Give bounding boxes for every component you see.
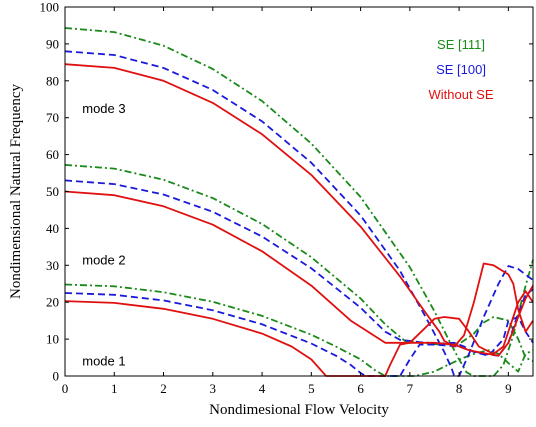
- x-tick-label: 2: [160, 381, 167, 396]
- y-axis-title: Nondimensional Natural Frequency: [8, 84, 24, 299]
- annotation-mode-3: mode 3: [82, 101, 125, 116]
- series-line-3-curve-2: [64, 190, 534, 355]
- series-line-2-curve-2: [64, 179, 534, 357]
- legend-entry: SE [100]: [436, 62, 486, 77]
- y-tick-label: 0: [53, 369, 60, 384]
- legend-entry: Without SE: [428, 87, 493, 102]
- x-tick-label: 4: [259, 381, 266, 396]
- y-tick-label: 60: [46, 147, 59, 162]
- series-line-3-curve-3: [64, 63, 534, 348]
- legend: SE [111] SE [100] Without SE: [428, 37, 493, 102]
- mode-annotations: mode 3 mode 2 mode 1: [82, 101, 125, 369]
- x-tick-label: 3: [210, 381, 217, 396]
- y-tick-label: 10: [46, 332, 59, 347]
- x-tick-label: 6: [357, 381, 364, 396]
- x-tick-label: 0: [62, 381, 69, 396]
- plot-lines: [64, 27, 534, 377]
- annotation-mode-1: mode 1: [82, 354, 125, 369]
- y-tick-labels: 0 10 20 30 40 50 60 70 80 90 100: [40, 0, 60, 384]
- x-tick-label: 9: [505, 381, 512, 396]
- x-tick-label: 5: [308, 381, 315, 396]
- y-tick-label: 100: [40, 0, 60, 15]
- annotation-mode-2: mode 2: [82, 252, 125, 267]
- x-tick-label: 8: [456, 381, 463, 396]
- x-tick-labels: 0 1 2 3 4 5 6 7 8 9: [62, 381, 512, 396]
- axis-ticks: [64, 6, 533, 377]
- series-line-1-curve-1: [64, 283, 534, 377]
- x-axis-title: Nondimesional Flow Velocity: [209, 402, 389, 418]
- series-line-1-curve-3: [64, 27, 534, 377]
- y-tick-label: 30: [46, 258, 59, 273]
- series-line-2-curve-1: [64, 288, 534, 377]
- legend-entry: SE [111]: [437, 37, 485, 52]
- series-line-1-curve-2: [64, 164, 534, 363]
- y-tick-label: 20: [46, 295, 59, 310]
- y-tick-label: 70: [46, 110, 59, 125]
- x-tick-label: 7: [407, 381, 414, 396]
- y-tick-label: 90: [46, 36, 59, 51]
- series-line-3-curve-1: [64, 285, 534, 377]
- series-line-2-curve-3: [64, 50, 534, 377]
- y-tick-label: 40: [46, 221, 59, 236]
- x-tick-label: 1: [111, 381, 118, 396]
- y-tick-label: 80: [46, 73, 59, 88]
- y-tick-label: 50: [46, 184, 59, 199]
